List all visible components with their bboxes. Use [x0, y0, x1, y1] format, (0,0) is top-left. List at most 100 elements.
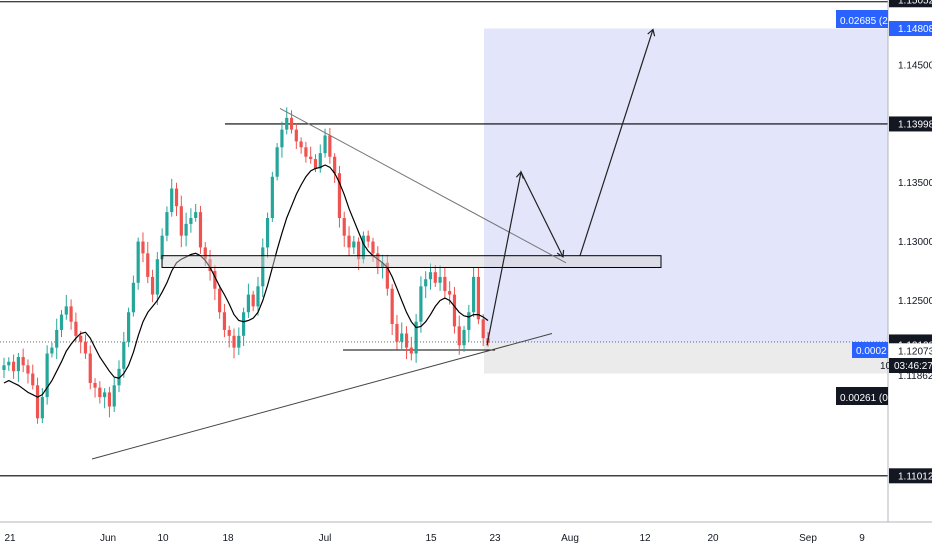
- candle-body: [213, 271, 217, 289]
- price-label-upper_resistance: [889, 116, 932, 132]
- price-label-text-bottom_support: 1.11012: [898, 471, 932, 482]
- candle-body: [414, 321, 418, 354]
- arrow-head-target: [647, 28, 656, 37]
- candle-body: [256, 286, 260, 307]
- candle-body: [385, 262, 389, 289]
- candle-body: [275, 147, 279, 177]
- candle-body: [289, 117, 294, 130]
- time-tick-label: 23: [489, 533, 501, 544]
- price-tick-label: 1.14500: [898, 60, 932, 71]
- countdown-label: 03:46:27: [894, 361, 932, 372]
- rising-trendline[interactable]: [91, 332, 553, 460]
- candle-body: [433, 272, 437, 283]
- candle-body: [160, 235, 164, 260]
- candle-body: [40, 397, 44, 419]
- candle-body: [69, 306, 73, 322]
- candle-body: [83, 341, 88, 354]
- candle-body: [45, 353, 49, 398]
- candle-body: [462, 329, 466, 346]
- candle-body: [35, 385, 40, 419]
- price-axis-bg: [888, 0, 932, 550]
- profit-label: [836, 10, 888, 28]
- moving-average-line: [3, 164, 489, 398]
- price-tick-label: 1.12500: [898, 296, 932, 307]
- candle-body: [400, 333, 404, 342]
- candle-body: [357, 241, 361, 260]
- time-tick-label: 9: [859, 533, 865, 544]
- candle-body: [50, 347, 54, 354]
- candle-body: [26, 365, 30, 374]
- candle-body: [170, 188, 174, 213]
- candle-body: [337, 173, 342, 218]
- candle-body: [103, 392, 107, 398]
- candle-body: [419, 286, 423, 322]
- entry-diff-label: [852, 342, 888, 358]
- candle-body: [179, 206, 183, 236]
- time-tick-label: 15: [425, 533, 437, 544]
- price-labels: 1.150521.148081.139981.121481.121231.120…: [836, 0, 932, 484]
- horizontal-levels: [0, 1, 888, 477]
- candle-body: [280, 129, 284, 148]
- candle-body: [448, 291, 452, 295]
- candle-body: [467, 312, 471, 330]
- candle-body: [333, 156, 337, 174]
- candle-body: [294, 129, 298, 142]
- countdown-prefix: 10: [880, 361, 892, 372]
- candle-body: [361, 235, 366, 260]
- candle-body: [428, 272, 433, 280]
- moving-average-series: [3, 164, 489, 398]
- price-label-text-upper_resistance: 1.13998: [898, 119, 932, 130]
- candle-body: [323, 135, 327, 154]
- candle-body: [198, 212, 203, 248]
- candle-body: [472, 276, 476, 313]
- candle-body: [141, 241, 145, 254]
- time-tick-label: 21: [4, 533, 16, 544]
- candle-body: [150, 276, 155, 295]
- candle-body: [390, 288, 394, 325]
- time-tick-label: 10: [157, 533, 169, 544]
- candle-body: [352, 241, 356, 248]
- candle-body: [222, 312, 227, 330]
- candle-body: [328, 135, 332, 157]
- candle-body: [424, 279, 428, 287]
- candle-body: [371, 241, 375, 254]
- candle-body: [380, 262, 385, 268]
- candle-body: [203, 247, 207, 260]
- time-tick-label: 20: [707, 533, 719, 544]
- candle-body: [165, 212, 169, 236]
- falling-trendline[interactable]: [279, 107, 567, 264]
- candle-body: [227, 329, 231, 336]
- candle-body: [318, 153, 322, 169]
- candle-body: [285, 117, 289, 130]
- candle-body: [232, 335, 236, 348]
- zone-rect[interactable]: [161, 255, 662, 268]
- candle-body: [64, 306, 68, 315]
- candle-body: [16, 357, 20, 372]
- candle-body: [208, 259, 212, 272]
- candle-body: [117, 368, 121, 386]
- time-tick-label: Jul: [319, 533, 332, 544]
- candle-body: [11, 361, 16, 372]
- candle-body: [98, 387, 102, 398]
- candle-body: [342, 217, 346, 236]
- candle-body: [246, 294, 250, 313]
- candle-body: [131, 282, 135, 313]
- price-axis: 1.14500 1.13500 1.13000 1.12500: [887, 0, 932, 550]
- price-label-text-level_b: 1.11862: [898, 371, 932, 382]
- candle-body: [313, 159, 318, 169]
- candle-body: [55, 329, 59, 348]
- candle-body: [155, 259, 159, 295]
- candle-body: [93, 382, 97, 388]
- time-tick-label: Aug: [561, 533, 579, 544]
- candle-body: [2, 365, 6, 370]
- candle-body: [443, 276, 447, 292]
- price-label-text-level_a: 1.12073: [898, 346, 932, 357]
- candle-body: [265, 217, 270, 248]
- candle-body: [347, 235, 351, 248]
- candle-body: [59, 314, 64, 330]
- stop-zone: [484, 342, 888, 374]
- arrow-head-down: [556, 249, 565, 258]
- candle-body: [242, 312, 246, 336]
